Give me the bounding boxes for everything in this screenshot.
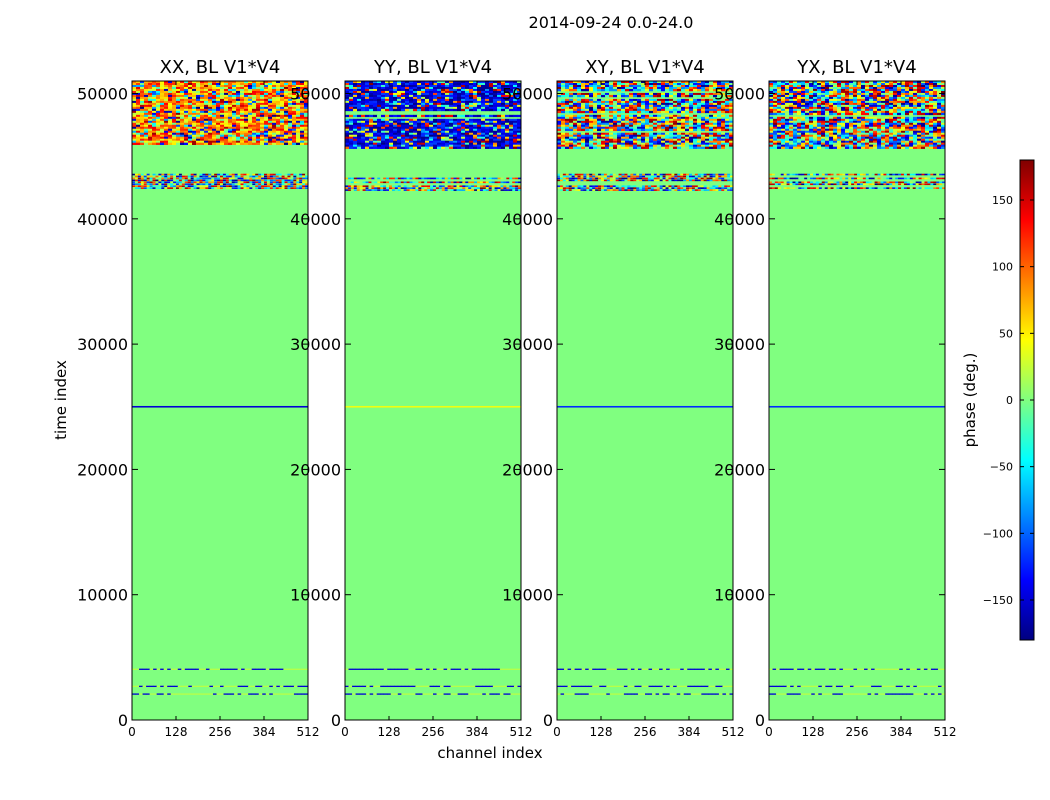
heatmap-band-lines	[345, 668, 521, 695]
y-tick-label: 50000	[290, 85, 341, 104]
y-tick-label: 40000	[77, 210, 128, 229]
x-tick-label: 512	[510, 725, 533, 739]
x-tick-label: 128	[802, 725, 825, 739]
y-tick-label: 40000	[502, 210, 553, 229]
heatmap-band-line	[557, 405, 733, 408]
x-tick-label: 128	[165, 725, 188, 739]
heatmap-band-noise	[345, 81, 521, 149]
y-tick-label: 0	[543, 711, 553, 730]
x-tick-label: 384	[253, 725, 276, 739]
x-tick-label: 256	[209, 725, 232, 739]
heatmap-background	[769, 81, 945, 720]
heatmap-band-lines	[557, 668, 733, 695]
heatmap-panel-1: XX, BL V1*V4 0 128 256 384 512 0 10000 20000 3000…	[77, 57, 319, 739]
x-tick-label: 0	[765, 725, 773, 739]
panel-title: YY, BL V1*V4	[373, 57, 492, 78]
x-tick-label: 0	[128, 725, 136, 739]
y-tick-label: 20000	[77, 460, 128, 479]
y-tick-label: 10000	[502, 586, 553, 605]
heatmap-band-noise	[557, 81, 733, 149]
heatmap-band-line	[132, 405, 308, 408]
x-tick-label: 512	[934, 725, 957, 739]
colorbar-tick-label: −100	[983, 527, 1013, 540]
x-tick-label: 0	[553, 725, 561, 739]
x-tick-label: 0	[341, 725, 349, 739]
heatmap-band-stripes	[132, 173, 308, 189]
x-tick-label: 256	[634, 725, 657, 739]
heatmap-panel-3: XY, BL V1*V4 0 128 256 384 512 0 10000 20000 3000…	[502, 57, 744, 739]
x-tick-label: 512	[722, 725, 745, 739]
colorbar-label: phase (deg.)	[961, 353, 979, 448]
figure-suptitle: 2014-09-24 0.0-24.0	[529, 13, 694, 32]
colorbar-tick-label: 50	[999, 327, 1013, 340]
y-tick-label: 30000	[502, 335, 553, 354]
y-tick-label: 10000	[77, 586, 128, 605]
x-tick-label: 384	[466, 725, 489, 739]
y-tick-label: 30000	[290, 335, 341, 354]
y-tick-label: 30000	[714, 335, 765, 354]
colorbar-tick-label: −50	[990, 461, 1013, 474]
x-tick-label: 512	[297, 725, 320, 739]
y-tick-label: 40000	[714, 210, 765, 229]
panel-title: YX, BL V1*V4	[796, 57, 916, 78]
y-tick-label: 50000	[77, 85, 128, 104]
y-tick-label: 20000	[714, 460, 765, 479]
heatmap-band-line	[769, 405, 945, 408]
y-tick-label: 20000	[502, 460, 553, 479]
y-tick-label: 50000	[502, 85, 553, 104]
y-axis-label: time index	[52, 360, 70, 440]
heatmap-band-noise	[769, 81, 945, 149]
y-tick-label: 0	[118, 711, 128, 730]
x-axis-label: channel index	[437, 744, 542, 762]
heatmap-band-lines	[132, 668, 308, 695]
colorbar: −150 −100 −50 0 50 100 150	[983, 159, 1035, 641]
x-tick-label: 256	[846, 725, 869, 739]
colorbar-tick-label: 0	[1006, 394, 1013, 407]
heatmap-band-stripes	[345, 177, 521, 191]
panel-title: XY, BL V1*V4	[585, 57, 704, 78]
y-tick-label: 30000	[77, 335, 128, 354]
panel-title: XX, BL V1*V4	[160, 57, 281, 78]
y-tick-label: 20000	[290, 460, 341, 479]
y-tick-label: 10000	[714, 586, 765, 605]
heatmap-band-stripes	[557, 173, 733, 191]
x-tick-label: 128	[590, 725, 613, 739]
heatmap-band-stripes	[769, 173, 945, 189]
colorbar-tick-label: 100	[992, 261, 1013, 274]
colorbar-tick-label: −150	[983, 594, 1013, 607]
x-tick-label: 128	[378, 725, 401, 739]
y-tick-label: 40000	[290, 210, 341, 229]
heatmap-background	[345, 81, 521, 720]
x-tick-label: 384	[890, 725, 913, 739]
y-tick-label: 10000	[290, 586, 341, 605]
heatmap-band-noise	[132, 81, 308, 145]
heatmap-panel-2: YY, BL V1*V4 0 128 256 384 512 0 10000 20000 3000…	[290, 57, 532, 739]
y-tick-label: 50000	[714, 85, 765, 104]
heatmap-panels: XX, BL V1*V4 0 128 256 384 512 0 10000 20000 3000…	[77, 57, 956, 739]
y-tick-label: 0	[755, 711, 765, 730]
colorbar-tick-label: 150	[992, 194, 1013, 207]
heatmap-band-line	[345, 405, 521, 408]
x-tick-label: 384	[678, 725, 701, 739]
heatmap-panel-4: YX, BL V1*V4 0 128 256 384 512 0 10000 20000 3000…	[714, 57, 956, 739]
x-tick-label: 256	[422, 725, 445, 739]
y-tick-label: 0	[331, 711, 341, 730]
heatmap-band-lines	[769, 668, 945, 695]
